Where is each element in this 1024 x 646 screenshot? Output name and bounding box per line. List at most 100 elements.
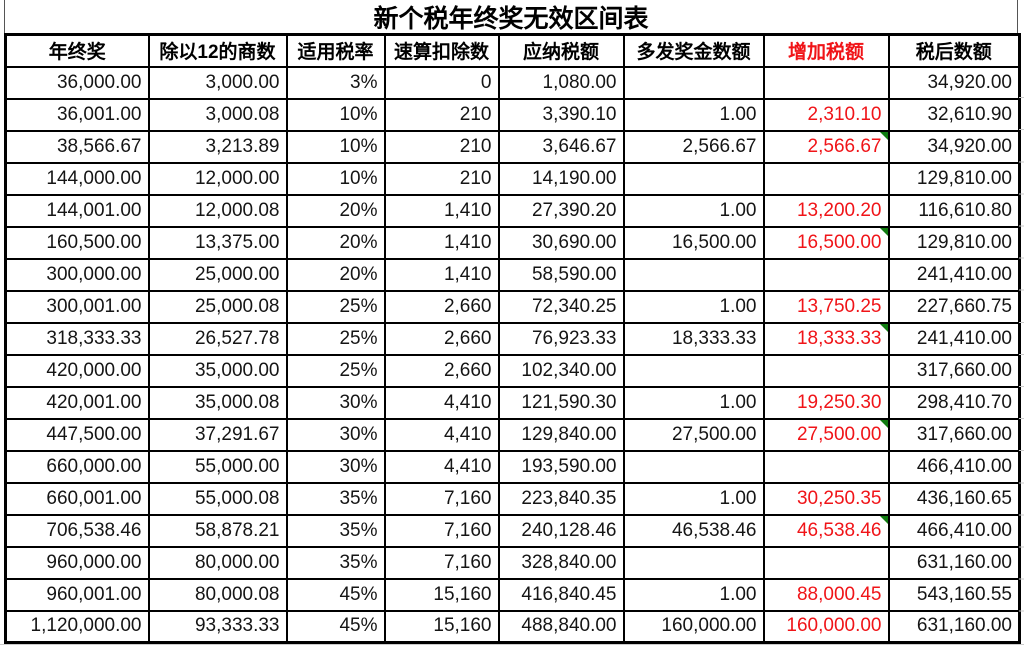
cell[interactable]: 27,500.00 [762, 417, 890, 452]
cell[interactable]: 2,660 [383, 321, 500, 356]
cell[interactable]: 960,001.00 [4, 577, 150, 612]
column-header[interactable]: 多发奖金数额 [622, 33, 765, 68]
cell[interactable]: 102,340.00 [497, 353, 625, 388]
cell[interactable]: 25% [285, 289, 386, 324]
cell[interactable]: 30,690.00 [497, 225, 625, 260]
cell[interactable]: 1.00 [622, 289, 765, 324]
cell[interactable]: 129,810.00 [887, 225, 1021, 260]
cell[interactable]: 1.00 [622, 385, 765, 420]
cell[interactable]: 223,840.35 [497, 481, 625, 516]
cell[interactable]: 37,291.67 [147, 417, 288, 452]
cell[interactable]: 7,160 [383, 481, 500, 516]
cell[interactable]: 13,375.00 [147, 225, 288, 260]
cell[interactable]: 55,000.08 [147, 481, 288, 516]
cell[interactable]: 1,080.00 [497, 65, 625, 100]
cell[interactable]: 116,610.80 [887, 193, 1021, 228]
cell[interactable]: 10% [285, 161, 386, 196]
cell[interactable]: 46,538.46 [762, 513, 890, 548]
cell[interactable]: 1.00 [622, 577, 765, 612]
cell[interactable]: 3% [285, 65, 386, 100]
cell[interactable] [622, 161, 765, 196]
cell[interactable]: 466,410.00 [887, 513, 1021, 548]
cell[interactable]: 35% [285, 545, 386, 580]
cell[interactable]: 3,390.10 [497, 97, 625, 132]
cell[interactable]: 1,410 [383, 257, 500, 292]
cell[interactable]: 2,310.10 [762, 97, 890, 132]
cell[interactable]: 58,590.00 [497, 257, 625, 292]
cell[interactable]: 7,160 [383, 545, 500, 580]
cell[interactable]: 15,160 [383, 609, 500, 644]
cell[interactable]: 241,410.00 [887, 257, 1021, 292]
cell[interactable]: 76,923.33 [497, 321, 625, 356]
cell[interactable]: 25,000.00 [147, 257, 288, 292]
cell[interactable]: 7,160 [383, 513, 500, 548]
cell[interactable]: 300,000.00 [4, 257, 150, 292]
cell[interactable]: 1,120,000.00 [4, 609, 150, 644]
cell[interactable]: 160,500.00 [4, 225, 150, 260]
cell[interactable]: 3,213.89 [147, 129, 288, 164]
cell[interactable]: 328,840.00 [497, 545, 625, 580]
cell[interactable]: 447,500.00 [4, 417, 150, 452]
cell[interactable]: 12,000.08 [147, 193, 288, 228]
cell[interactable]: 210 [383, 97, 500, 132]
cell[interactable]: 3,000.00 [147, 65, 288, 100]
cell[interactable]: 35,000.00 [147, 353, 288, 388]
cell[interactable]: 16,500.00 [762, 225, 890, 260]
cell[interactable]: 36,000.00 [4, 65, 150, 100]
cell[interactable]: 15,160 [383, 577, 500, 612]
cell[interactable] [762, 449, 890, 484]
cell[interactable]: 35% [285, 513, 386, 548]
cell[interactable]: 129,840.00 [497, 417, 625, 452]
cell[interactable]: 227,660.75 [887, 289, 1021, 324]
cell[interactable]: 210 [383, 161, 500, 196]
cell[interactable]: 25,000.08 [147, 289, 288, 324]
cell[interactable]: 466,410.00 [887, 449, 1021, 484]
cell[interactable]: 45% [285, 609, 386, 644]
cell[interactable]: 93,333.33 [147, 609, 288, 644]
cell[interactable]: 129,810.00 [887, 161, 1021, 196]
cell[interactable]: 1.00 [622, 193, 765, 228]
cell[interactable] [622, 65, 765, 100]
cell[interactable]: 121,590.30 [497, 385, 625, 420]
cell[interactable]: 144,001.00 [4, 193, 150, 228]
cell[interactable]: 317,660.00 [887, 353, 1021, 388]
column-header[interactable]: 增加税额 [762, 33, 890, 68]
cell[interactable]: 241,410.00 [887, 321, 1021, 356]
cell[interactable]: 631,160.00 [887, 545, 1021, 580]
cell[interactable] [622, 545, 765, 580]
cell[interactable] [762, 545, 890, 580]
cell[interactable]: 3,646.67 [497, 129, 625, 164]
cell[interactable] [762, 257, 890, 292]
cell[interactable]: 543,160.55 [887, 577, 1021, 612]
cell[interactable]: 55,000.00 [147, 449, 288, 484]
cell[interactable]: 160,000.00 [622, 609, 765, 644]
cell[interactable]: 38,566.67 [4, 129, 150, 164]
cell[interactable]: 18,333.33 [762, 321, 890, 356]
cell[interactable]: 25% [285, 353, 386, 388]
cell[interactable]: 13,750.25 [762, 289, 890, 324]
cell[interactable]: 34,920.00 [887, 129, 1021, 164]
cell[interactable]: 0 [383, 65, 500, 100]
cell[interactable]: 20% [285, 257, 386, 292]
column-header[interactable]: 适用税率 [285, 33, 386, 68]
cell[interactable]: 4,410 [383, 417, 500, 452]
cell[interactable]: 20% [285, 225, 386, 260]
cell[interactable]: 16,500.00 [622, 225, 765, 260]
cell[interactable]: 36,001.00 [4, 97, 150, 132]
cell[interactable]: 30% [285, 417, 386, 452]
cell[interactable]: 30,250.35 [762, 481, 890, 516]
cell[interactable]: 13,200.20 [762, 193, 890, 228]
cell[interactable] [762, 353, 890, 388]
column-header[interactable]: 速算扣除数 [383, 33, 500, 68]
cell[interactable]: 58,878.21 [147, 513, 288, 548]
cell[interactable] [622, 257, 765, 292]
cell[interactable]: 72,340.25 [497, 289, 625, 324]
cell[interactable]: 2,566.67 [762, 129, 890, 164]
cell[interactable] [622, 449, 765, 484]
cell[interactable]: 4,410 [383, 385, 500, 420]
cell[interactable]: 20% [285, 193, 386, 228]
cell[interactable]: 12,000.00 [147, 161, 288, 196]
cell[interactable]: 1.00 [622, 97, 765, 132]
cell[interactable]: 32,610.90 [887, 97, 1021, 132]
cell[interactable]: 193,590.00 [497, 449, 625, 484]
